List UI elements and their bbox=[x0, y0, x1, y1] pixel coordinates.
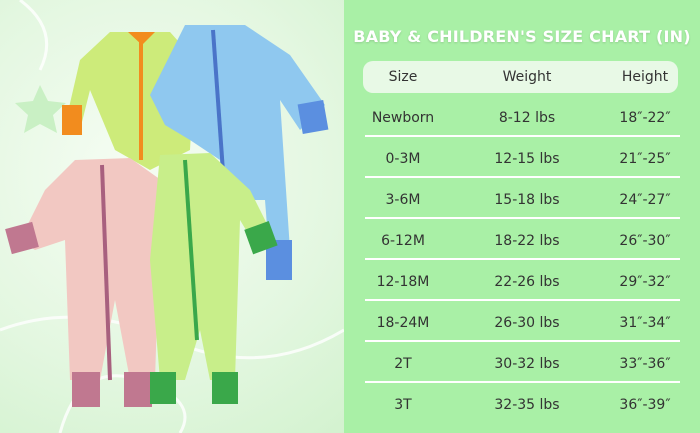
cell-size: 6-12M bbox=[381, 233, 425, 249]
cell-size: 2T bbox=[394, 356, 412, 372]
row-divider bbox=[365, 258, 680, 260]
product-photo bbox=[0, 0, 344, 433]
cell-size: 0-3M bbox=[385, 151, 421, 167]
cell-height: 26″-30″ bbox=[619, 233, 671, 249]
cell-size: 18-24M bbox=[376, 315, 430, 331]
cell-weight: 8-12 lbs bbox=[498, 110, 556, 126]
size-chart-panel: BABY & CHILDREN'S SIZE CHART (IN) Size W… bbox=[344, 0, 700, 433]
cell-weight: 26-30 lbs bbox=[494, 315, 560, 331]
row-divider bbox=[365, 340, 680, 342]
cell-height: 24″-27″ bbox=[619, 192, 671, 208]
row-divider bbox=[365, 381, 680, 383]
cell-size: Newborn bbox=[371, 110, 435, 126]
header-height: Height bbox=[621, 69, 669, 85]
cell-height: 33″-36″ bbox=[619, 356, 671, 372]
header-size: Size bbox=[388, 69, 418, 85]
cell-height: 18″-22″ bbox=[619, 110, 671, 126]
cell-weight: 30-32 lbs bbox=[494, 356, 560, 372]
cell-height: 21″-25″ bbox=[619, 151, 671, 167]
cell-height: 29″-32″ bbox=[619, 274, 671, 290]
cell-weight: 32-35 lbs bbox=[494, 397, 560, 413]
row-divider bbox=[365, 176, 680, 178]
row-divider bbox=[365, 299, 680, 301]
cell-weight: 22-26 lbs bbox=[494, 274, 560, 290]
cell-height: 31″-34″ bbox=[619, 315, 671, 331]
pajama-orange-tiger bbox=[62, 32, 195, 170]
row-divider bbox=[365, 135, 680, 137]
cell-size: 3-6M bbox=[385, 192, 421, 208]
star-icon bbox=[15, 85, 66, 133]
cell-weight: 18-22 lbs bbox=[494, 233, 560, 249]
cell-height: 36″-39″ bbox=[619, 397, 671, 413]
header-weight: Weight bbox=[502, 69, 552, 85]
row-divider bbox=[365, 217, 680, 219]
cell-weight: 12-15 lbs bbox=[494, 151, 560, 167]
chart-title: BABY & CHILDREN'S SIZE CHART (IN) bbox=[353, 27, 691, 46]
table-header-row bbox=[363, 61, 678, 93]
pajama-green-ladybug bbox=[150, 153, 278, 404]
cell-weight: 15-18 lbs bbox=[494, 192, 560, 208]
cell-size: 3T bbox=[394, 397, 412, 413]
cell-size: 12-18M bbox=[376, 274, 430, 290]
